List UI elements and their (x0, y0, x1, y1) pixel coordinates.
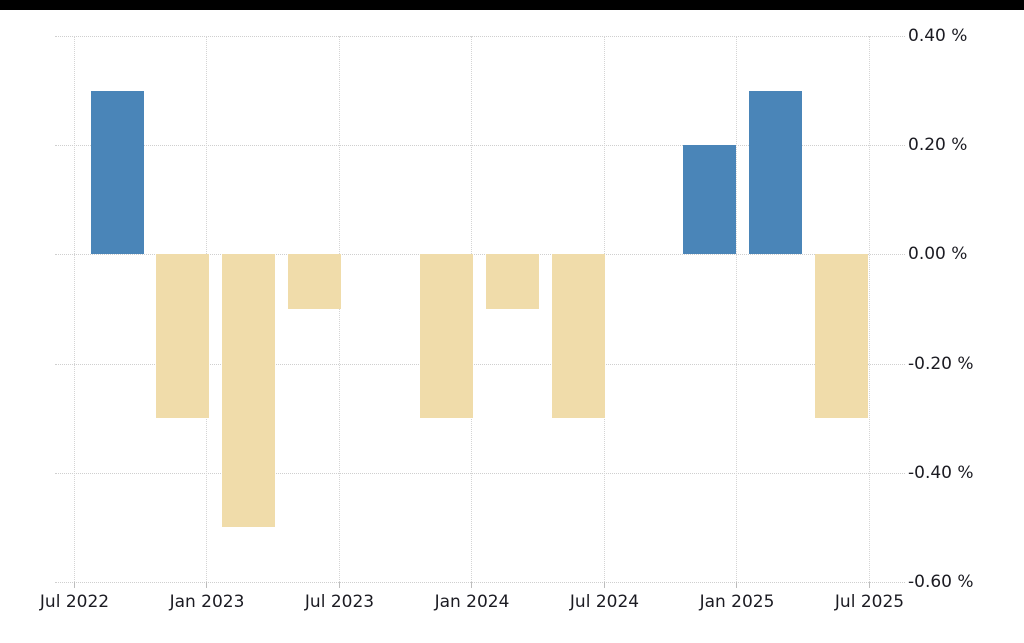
bar-q2-2025 (814, 254, 868, 419)
x-axis-tick (73, 582, 75, 588)
v-gridline (736, 36, 737, 582)
x-axis-label: Jan 2024 (434, 592, 510, 612)
h-gridline (55, 472, 905, 474)
x-axis-tick (471, 582, 472, 588)
h-gridline (55, 582, 905, 583)
bar-q4-2024 (683, 145, 737, 255)
v-gridline (73, 36, 75, 582)
x-axis-label: Jul 2022 (39, 592, 110, 612)
y-axis-label: 0.00 % (908, 244, 968, 265)
x-axis-tick (603, 582, 605, 588)
bar-q4-2022 (156, 254, 210, 419)
bar-q2-2023 (288, 254, 342, 309)
h-gridline (55, 254, 905, 256)
x-axis-label: Jul 2024 (569, 592, 640, 612)
x-axis-label: Jul 2023 (304, 592, 375, 612)
x-axis-tick (868, 582, 870, 588)
h-gridline (55, 36, 905, 37)
x-axis-tick (338, 582, 340, 588)
bar-q1-2024 (485, 254, 539, 309)
x-axis-label: Jan 2023 (169, 592, 245, 612)
bar-q1-2025 (749, 90, 803, 255)
plot-area (55, 36, 905, 583)
v-gridline (868, 36, 870, 582)
h-gridline (55, 145, 905, 147)
bar-q2-2024 (551, 254, 605, 419)
bar-q3-2022 (90, 90, 144, 255)
x-axis-tick (736, 582, 737, 588)
bar-q1-2023 (222, 254, 276, 528)
top-black-bar (0, 0, 1024, 10)
x-axis-tick (206, 582, 207, 588)
y-axis-label: 0.40 % (908, 26, 968, 46)
y-axis-label: -0.20 % (908, 353, 974, 374)
x-axis-label: Jan 2025 (699, 592, 775, 612)
h-gridline (55, 363, 905, 365)
y-axis-label: -0.60 % (908, 572, 974, 592)
y-axis-label: -0.40 % (908, 462, 974, 483)
y-axis-label: 0.20 % (908, 135, 968, 156)
v-gridline (338, 36, 340, 582)
bar-q4-2023 (419, 254, 473, 419)
x-axis-label: Jul 2025 (834, 592, 905, 612)
